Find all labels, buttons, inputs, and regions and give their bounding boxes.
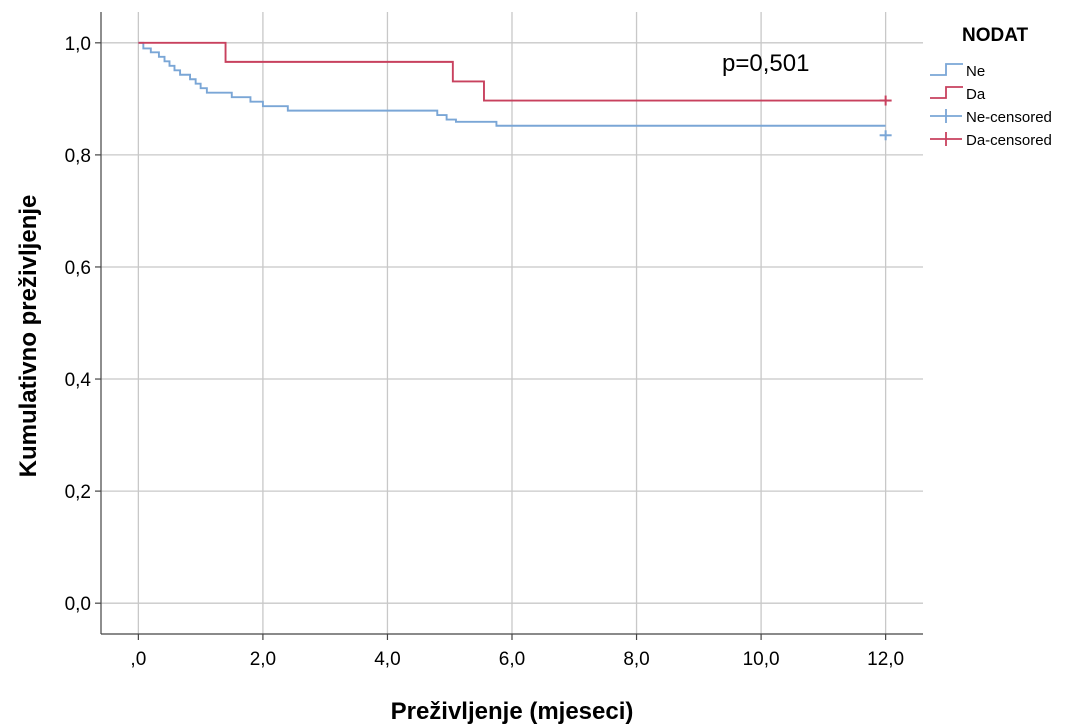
tick-labels: ,0 2,0 4,0 6,0 8,0 10,0 12,0 0,0 0,2 0,4 0,6 0,8 1,0: [65, 34, 905, 670]
series-line-ne: [138, 41, 886, 127]
y-tick-label: 0,0: [65, 594, 91, 615]
x-tick-label: 10,0: [743, 649, 780, 670]
legend-item-label: Da-censored: [966, 132, 1052, 149]
x-tick-label: 12,0: [867, 649, 904, 670]
legend-item-label: Ne-censored: [966, 109, 1052, 126]
x-tick-label: ,0: [130, 649, 146, 670]
y-tick-label: 0,8: [65, 146, 91, 167]
legend-symbol: [930, 86, 963, 99]
series-lines: [138, 41, 892, 141]
x-tick-label: 4,0: [374, 649, 400, 670]
x-axis-label: Preživljenje (mjeseci): [391, 698, 634, 725]
y-tick-label: 0,4: [65, 370, 92, 391]
axes: [95, 12, 923, 640]
x-tick-label: 6,0: [499, 649, 525, 670]
legend-title: NODAT: [962, 25, 1029, 46]
legend: NODAT Ne Da Ne-censored Da-censored: [930, 25, 1052, 149]
p-value-annotation: p=0,501: [722, 50, 809, 77]
grid: [101, 12, 923, 634]
legend-symbol: [930, 63, 963, 76]
x-tick-label: 8,0: [623, 649, 649, 670]
y-tick-label: 1,0: [65, 34, 91, 55]
legend-item-label: Ne: [966, 63, 985, 80]
legend-item-label: Da: [966, 86, 986, 103]
y-tick-label: 0,6: [65, 258, 91, 279]
y-tick-label: 0,2: [65, 482, 91, 503]
series-line-da: [138, 41, 886, 102]
y-axis-label: Kumulativno preživljenje: [15, 195, 42, 478]
x-tick-label: 2,0: [250, 649, 276, 670]
